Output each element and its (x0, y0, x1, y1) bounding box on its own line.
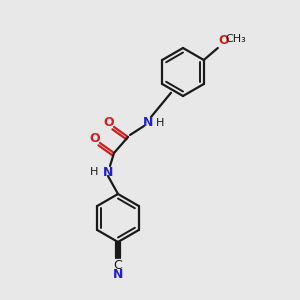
Text: H: H (156, 118, 164, 128)
Text: H: H (90, 167, 98, 177)
Text: N: N (113, 268, 123, 281)
Text: CH₃: CH₃ (226, 34, 247, 44)
Text: C: C (114, 259, 122, 272)
Text: O: O (90, 133, 100, 146)
Text: N: N (103, 166, 113, 178)
Text: O: O (219, 34, 230, 47)
Text: O: O (104, 116, 114, 130)
Text: N: N (143, 116, 153, 128)
